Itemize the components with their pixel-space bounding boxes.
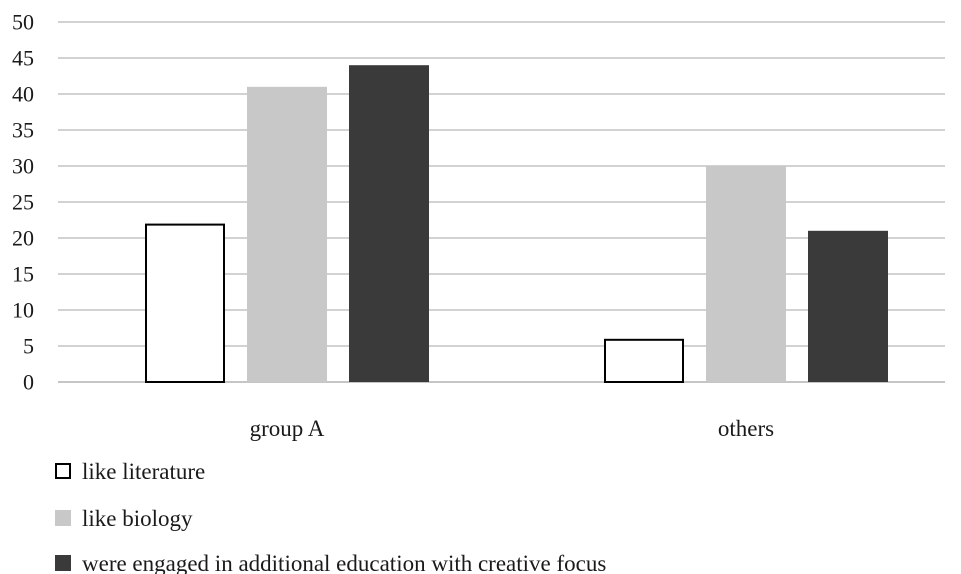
y-tick-label: 40 (12, 82, 34, 107)
bars (145, 65, 888, 383)
y-tick-label: 10 (12, 298, 34, 323)
y-tick-label: 20 (12, 226, 34, 251)
legend-swatch (55, 555, 71, 571)
y-tick-label: 25 (12, 190, 34, 215)
x-axis-category-labels: group A others (250, 416, 775, 441)
y-axis-tick-labels: 0 5 10 15 20 25 30 35 40 45 50 (12, 10, 34, 395)
y-tick-label: 35 (12, 118, 34, 143)
y-tick-label: 45 (12, 46, 34, 71)
legend-swatch (55, 463, 71, 479)
legend-swatch (55, 510, 71, 526)
y-tick-label: 30 (12, 154, 34, 179)
legend-label: like biology (82, 506, 193, 531)
y-tick-label: 50 (12, 10, 34, 35)
legend-item: like literature (55, 459, 205, 484)
bar (349, 65, 429, 382)
x-category-label: group A (250, 416, 325, 441)
bar (706, 166, 786, 382)
y-tick-label: 5 (23, 334, 34, 359)
legend-item: were engaged in additional education wit… (55, 551, 606, 574)
y-tick-label: 0 (23, 370, 34, 395)
bar (247, 86, 327, 383)
bar (808, 230, 888, 382)
bar (604, 338, 684, 383)
y-tick-label: 15 (12, 262, 34, 287)
legend: like literature like biology were engaged … (55, 459, 606, 574)
legend-label: like literature (82, 459, 205, 484)
legend-item: like biology (55, 506, 193, 531)
bar (145, 223, 225, 383)
x-category-label: others (718, 416, 774, 441)
legend-label: were engaged in additional education wit… (82, 551, 606, 574)
